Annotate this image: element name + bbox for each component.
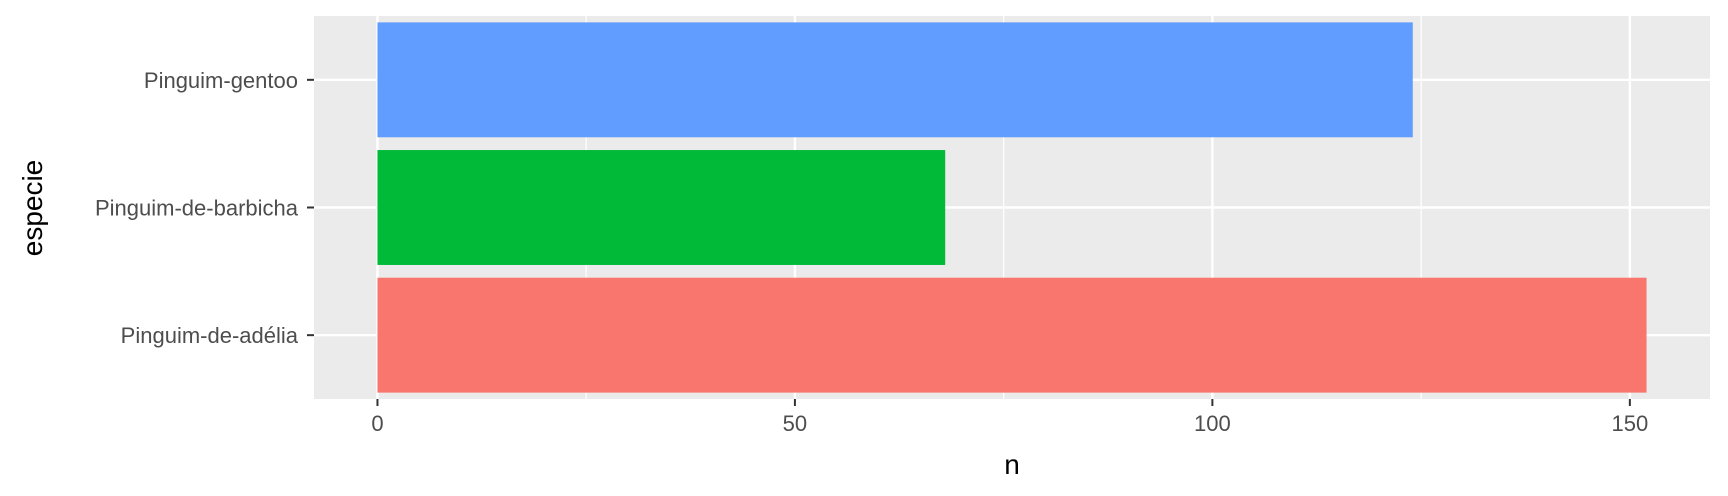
x-tick-label: 100 <box>1194 411 1231 436</box>
x-tick-label: 150 <box>1611 411 1648 436</box>
y-axis-title: especie <box>17 160 48 257</box>
bar-Pinguim-de-barbicha <box>377 150 946 265</box>
x-tick-label: 0 <box>371 411 383 436</box>
bars <box>377 22 1647 393</box>
y-tick-label: Pinguim-gentoo <box>144 68 298 93</box>
y-tick-label: Pinguim-de-barbicha <box>95 196 299 221</box>
x-axis-title: n <box>1004 449 1020 480</box>
y-tick-label: Pinguim-de-adélia <box>121 323 299 348</box>
x-tick-label: 50 <box>783 411 807 436</box>
y-axis: Pinguim-de-adélia Pinguim-de-barbicha Ping… <box>95 68 314 348</box>
bar-Pinguim-de-adélia <box>377 277 1647 393</box>
bar-Pinguim-gentoo <box>377 22 1413 138</box>
x-axis: 0 50 100 150 <box>371 399 1648 436</box>
